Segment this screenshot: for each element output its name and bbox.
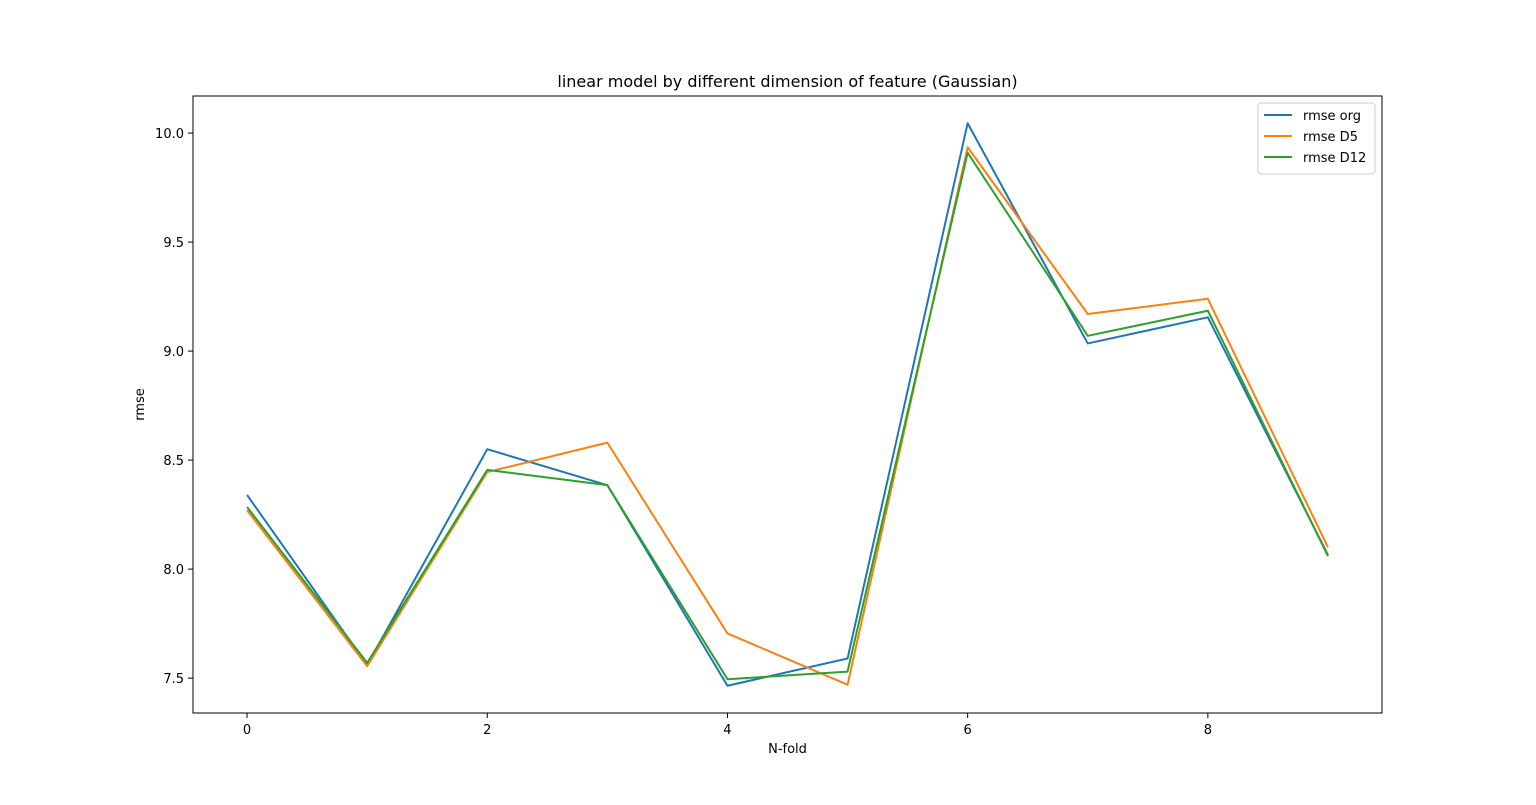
x-axis-ticks: 0 2 4 6 8 (243, 713, 1212, 738)
x-tick-label: 0 (243, 723, 251, 738)
legend: rmse org rmse D5 rmse D12 (1257, 102, 1376, 175)
y-tick-label: 8.5 (163, 454, 184, 469)
plot-frame (192, 95, 1383, 714)
x-tick-label: 2 (483, 723, 491, 738)
legend-label: rmse D5 (1303, 130, 1358, 145)
series-line-3 (246, 151, 1329, 681)
y-tick-label: 9.5 (163, 236, 184, 251)
y-axis-ticks: 7.5 8.0 8.5 9.0 9.5 10.0 (155, 127, 193, 687)
y-tick-label: 9.0 (163, 345, 184, 360)
y-axis-label: rmse (133, 388, 148, 421)
legend-label: rmse org (1303, 109, 1361, 124)
y-tick-label: 7.5 (163, 672, 184, 687)
legend-label: rmse D12 (1303, 151, 1366, 166)
x-tick-label: 4 (723, 723, 731, 738)
y-tick-label: 10.0 (155, 127, 184, 142)
y-tick-label: 8.0 (163, 563, 184, 578)
chart-title: linear model by different dimension of f… (557, 72, 1017, 91)
x-tick-label: 6 (964, 723, 972, 738)
series-layer (246, 122, 1329, 687)
series-line-2 (246, 146, 1329, 686)
x-tick-label: 8 (1204, 723, 1212, 738)
x-axis-label: N-fold (768, 742, 807, 757)
plot-area (192, 95, 1383, 714)
series-line-1 (246, 122, 1329, 687)
